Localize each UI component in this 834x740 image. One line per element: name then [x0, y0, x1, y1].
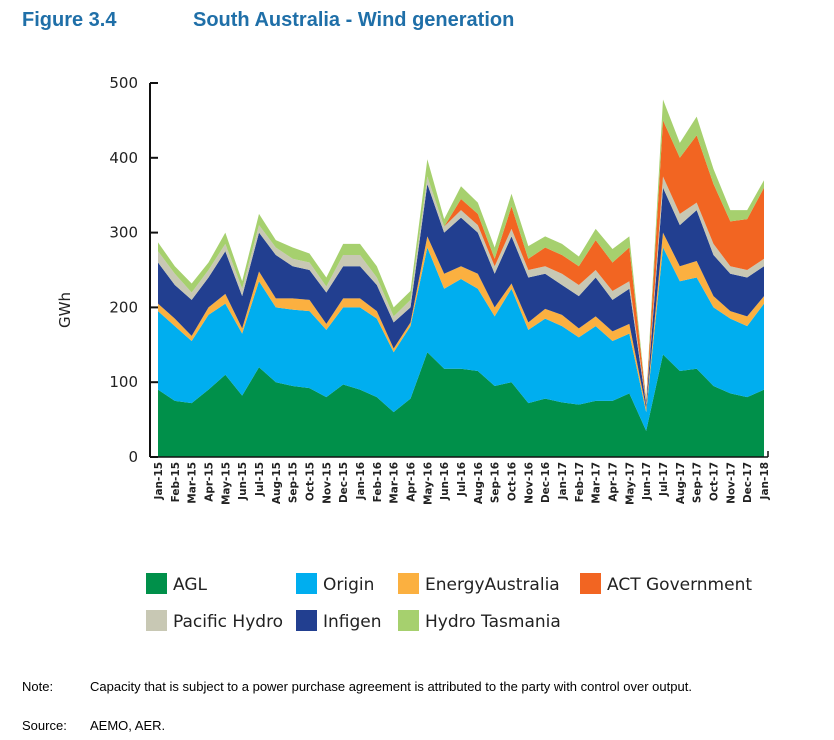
- x-tick-label: Nov-16: [523, 462, 535, 504]
- x-tick-label: Sep-17: [692, 462, 704, 503]
- x-tick-label: Oct-15: [305, 462, 317, 501]
- x-tick-label: Feb-15: [170, 462, 182, 502]
- legend-item: Pacific Hydro: [146, 610, 283, 632]
- x-tick-label: May-17: [624, 462, 636, 505]
- y-axis-label: GWh: [56, 292, 74, 328]
- legend-swatch: [146, 573, 167, 594]
- legend-swatch: [296, 573, 317, 594]
- x-tick-label: Mar-17: [591, 462, 603, 504]
- legend-swatch: [146, 610, 167, 631]
- area-agl: [158, 352, 764, 457]
- stacked-area-chart: GWh 0 100 200 300 400 500 Jan-15 Feb-15 Mar-15 A…: [56, 74, 771, 632]
- area-origin: [158, 247, 764, 431]
- figure-title: South Australia - Wind generation: [193, 9, 515, 31]
- x-tick-label: Apr-16: [406, 462, 418, 502]
- x-tick-label: Oct-17: [709, 462, 721, 501]
- legend-item: AGL: [146, 573, 208, 595]
- x-tick-label: Apr-17: [608, 462, 620, 502]
- x-tick-label: Dec-16: [540, 462, 552, 503]
- x-tick-label: May-15: [220, 462, 232, 505]
- y-tick-label: 0: [128, 448, 138, 466]
- x-tick-label: Sep-15: [288, 462, 300, 503]
- x-tick-label: Aug-17: [675, 462, 687, 504]
- x-tick-label: Jan-18: [759, 462, 771, 500]
- area-energyaustralia: [158, 232, 764, 413]
- x-tick-label: Nov-17: [725, 462, 737, 504]
- x-tick-label: Nov-15: [321, 462, 333, 504]
- x-tick-label: Aug-16: [473, 462, 485, 504]
- x-tick-label: Jul-17: [658, 462, 670, 497]
- x-tick-label: Jan-15: [153, 462, 165, 500]
- x-tick-label: Jun-15: [237, 462, 249, 501]
- x-tick-label: May-16: [422, 462, 434, 505]
- x-tick-label: Jun-16: [439, 462, 451, 501]
- y-tick-label: 100: [109, 373, 138, 391]
- x-tick-label: Oct-16: [507, 462, 519, 501]
- legend-swatch: [398, 573, 419, 594]
- x-tick-label: Sep-16: [490, 462, 502, 503]
- legend-item: ACT Government: [580, 573, 752, 595]
- legend-label: Infigen: [323, 612, 382, 632]
- x-tick-label: Mar-15: [187, 462, 199, 504]
- legend-item: EnergyAustralia: [398, 573, 560, 595]
- x-tick-label: Feb-17: [574, 462, 586, 502]
- x-tick-label: Mar-16: [389, 462, 401, 504]
- y-tick-label: 400: [109, 149, 138, 167]
- legend-item: Infigen: [296, 610, 382, 632]
- legend-item: Origin: [296, 573, 374, 595]
- note-label: Note:: [22, 679, 54, 694]
- x-tick-label: Jul-16: [456, 462, 468, 497]
- legend-swatch: [398, 610, 419, 631]
- legend-label: ACT Government: [607, 575, 752, 595]
- y-tick-label: 500: [109, 74, 138, 92]
- x-tick-label: Jan-17: [557, 462, 569, 500]
- legend-label: Origin: [323, 575, 374, 595]
- x-tick-label: Jun-17: [641, 462, 653, 501]
- legend-label: Hydro Tasmania: [425, 612, 561, 632]
- x-tick-label: Jul-15: [254, 462, 266, 497]
- x-tick-label: Dec-15: [338, 462, 350, 503]
- x-tick-label: Apr-15: [204, 462, 216, 502]
- legend-label: EnergyAustralia: [425, 575, 560, 595]
- x-tick-label: Aug-15: [271, 462, 283, 504]
- y-tick-label: 300: [109, 224, 138, 242]
- figure-label: Figure 3.4: [22, 9, 117, 31]
- note-text: Capacity that is subject to a power purc…: [90, 679, 692, 694]
- x-tick-label: Jan-16: [355, 462, 367, 500]
- area-infigen: [158, 183, 764, 409]
- legend-item: Hydro Tasmania: [398, 610, 561, 632]
- source-label: Source:: [22, 718, 67, 733]
- legend-label: Pacific Hydro: [173, 612, 283, 632]
- x-tick-label: Dec-17: [742, 462, 754, 503]
- legend-label: AGL: [173, 575, 208, 595]
- source-text: AEMO, AER.: [90, 718, 166, 733]
- y-tick-label: 200: [109, 298, 138, 316]
- legend-swatch: [580, 573, 601, 594]
- x-tick-label: Feb-16: [372, 462, 384, 502]
- legend-swatch: [296, 610, 317, 631]
